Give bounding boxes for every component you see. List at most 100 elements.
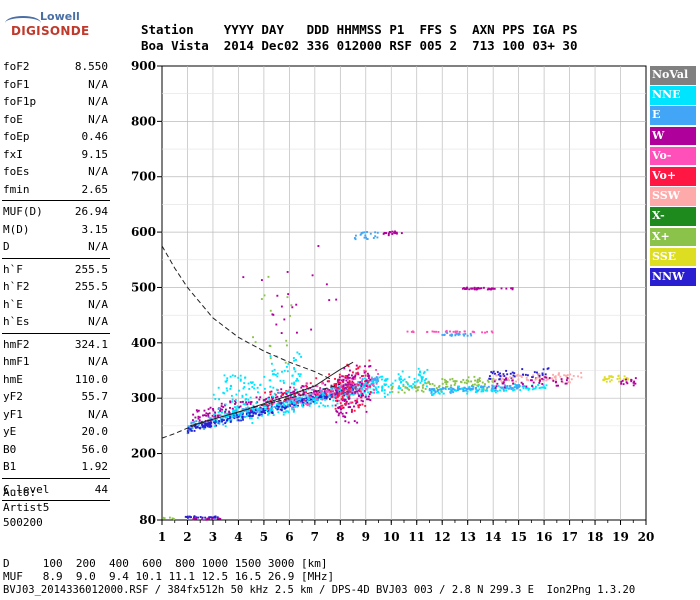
echo-point	[300, 355, 303, 358]
echo-point	[444, 330, 447, 333]
echo-point	[374, 379, 377, 381]
echo-point	[282, 401, 285, 404]
legend-nnw: NNW	[650, 267, 696, 287]
echo-point	[346, 387, 349, 390]
echo-point	[239, 379, 242, 382]
echo-point	[296, 401, 299, 404]
echo-point	[255, 396, 258, 399]
echo-point	[520, 376, 523, 379]
echo-point	[239, 412, 242, 415]
echo-point	[494, 378, 497, 381]
echo-point	[254, 407, 257, 410]
echo-point	[234, 416, 237, 419]
echo-point	[406, 387, 409, 390]
echo-point	[246, 406, 249, 409]
echo-point	[224, 425, 227, 428]
echo-point	[490, 371, 493, 373]
echo-point	[240, 419, 243, 422]
echo-point	[251, 422, 254, 424]
echo-point	[346, 381, 349, 384]
echo-point	[258, 411, 261, 414]
param-label: fxI	[3, 147, 23, 161]
logo-text-top: Lowell	[40, 10, 80, 23]
echo-point	[452, 380, 455, 383]
echo-point	[366, 381, 369, 384]
param-label: fmin	[3, 182, 30, 196]
echo-point	[242, 276, 245, 279]
echo-point	[353, 409, 356, 412]
echo-point	[298, 399, 301, 402]
echo-point	[347, 421, 350, 424]
echo-point	[462, 378, 465, 381]
echo-point	[276, 408, 279, 410]
echo-point	[304, 394, 307, 397]
echo-point	[292, 394, 295, 397]
echo-point	[620, 382, 623, 385]
echo-point	[320, 392, 322, 395]
echo-point	[324, 388, 327, 391]
echo-point	[340, 411, 342, 414]
echo-point	[217, 415, 220, 418]
echo-point	[465, 387, 468, 390]
echo-point	[287, 390, 290, 393]
echo-point	[469, 387, 472, 390]
echo-point	[632, 384, 635, 387]
echo-point	[351, 393, 354, 396]
echo-point	[272, 402, 275, 405]
echo-point	[269, 393, 272, 396]
echo-point	[370, 377, 373, 380]
echo-point	[194, 426, 197, 429]
echo-point	[410, 330, 413, 333]
echo-point	[273, 392, 276, 395]
echo-point	[468, 385, 471, 388]
echo-point	[378, 376, 381, 379]
echo-point	[374, 386, 377, 389]
echo-point	[209, 406, 212, 409]
echo-point	[267, 410, 269, 413]
echo-point	[630, 380, 633, 383]
echo-point	[351, 392, 354, 395]
echo-point	[566, 377, 569, 379]
echo-point	[193, 429, 196, 432]
echo-point	[259, 383, 262, 386]
param-value: N/A	[88, 240, 108, 254]
echo-point	[363, 390, 366, 392]
param-row-md: M(D) 3.15	[0, 221, 112, 239]
echo-point	[281, 393, 284, 396]
param-row-yf2: yF2 55.7	[0, 388, 112, 406]
echo-point	[242, 403, 245, 406]
echo-point	[192, 413, 195, 416]
echo-point	[247, 382, 250, 385]
echo-point	[502, 382, 505, 385]
echo-point	[332, 393, 335, 396]
echo-point	[277, 391, 280, 394]
echo-point	[268, 403, 271, 406]
echo-point	[206, 517, 209, 520]
echo-point	[301, 397, 304, 400]
echo-point	[245, 409, 248, 412]
echo-point	[275, 388, 278, 391]
echo-point	[285, 344, 288, 347]
header-row-values: Boa Vista 2014 Dec02 336 012000 RSF 005 …	[141, 38, 578, 53]
echo-point	[204, 421, 207, 424]
echo-point	[235, 408, 238, 411]
echo-point	[465, 287, 468, 290]
echo-point	[292, 397, 295, 400]
echo-point	[401, 389, 404, 392]
echo-point	[193, 516, 195, 519]
echo-point	[443, 334, 446, 336]
echo-point	[372, 237, 375, 239]
param-label: foF1p	[3, 95, 37, 109]
echo-point	[511, 371, 514, 374]
echo-point	[316, 399, 319, 402]
echo-point	[572, 374, 575, 377]
echo-point	[163, 517, 166, 520]
echo-point	[296, 405, 299, 408]
echo-point	[268, 344, 271, 347]
echo-point	[319, 398, 322, 401]
echo-point	[421, 376, 424, 379]
echo-point	[346, 374, 349, 377]
echo-point	[305, 396, 308, 399]
echo-point	[484, 383, 486, 386]
echo-point	[184, 515, 187, 518]
